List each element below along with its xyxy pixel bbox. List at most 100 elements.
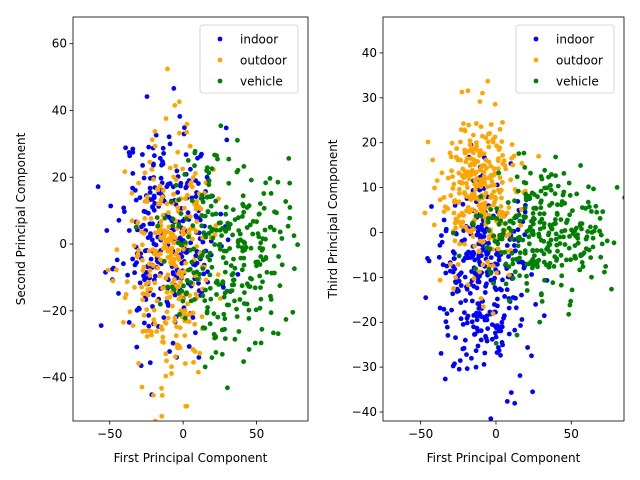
scatter-point-vehicle (586, 184, 591, 190)
scatter-point-vehicle (205, 305, 211, 310)
scatter-point-indoor (500, 342, 505, 348)
scatter-point-outdoor (213, 223, 219, 229)
scatter-point-vehicle (509, 236, 515, 242)
scatter-point-indoor (447, 268, 453, 274)
scatter-point-vehicle (230, 277, 236, 283)
scatter-point-vehicle (509, 250, 515, 256)
scatter-point-indoor (150, 304, 155, 309)
scatter-point-outdoor (162, 319, 168, 325)
scatter-point-indoor (461, 228, 467, 234)
scatter-point-vehicle (494, 206, 500, 212)
scatter-point-outdoor (153, 248, 159, 254)
x-tick-label: 0 (179, 427, 187, 441)
scatter-point-vehicle (190, 223, 196, 229)
scatter-point-vehicle (195, 277, 200, 282)
scatter-point-outdoor (144, 423, 149, 428)
scatter-point-vehicle (250, 231, 256, 237)
scatter-point-indoor (152, 153, 157, 159)
scatter-point-outdoor (453, 275, 458, 280)
scatter-point-outdoor (465, 205, 471, 210)
scatter-point-outdoor (154, 298, 160, 304)
scatter-point-outdoor (156, 201, 161, 207)
scatter-point-vehicle (184, 278, 190, 283)
y-tick-label: 40 (362, 46, 377, 60)
scatter-point-outdoor (152, 418, 158, 421)
scatter-point-vehicle (604, 238, 610, 244)
scatter-point-vehicle (258, 201, 263, 207)
scatter-point-outdoor (176, 296, 182, 302)
scatter-point-vehicle (588, 224, 593, 230)
scatter-point-vehicle (176, 290, 182, 296)
scatter-point-outdoor (129, 218, 135, 224)
scatter-point-vehicle (450, 230, 456, 236)
legend-label-indoor: indoor (556, 33, 594, 47)
scatter-point-vehicle (158, 301, 163, 307)
scatter-point-outdoor (140, 257, 145, 263)
scatter-point-indoor (426, 258, 432, 264)
legend-box (515, 24, 615, 94)
scatter-point-vehicle (260, 246, 266, 252)
scatter-point-vehicle (524, 281, 530, 286)
scatter-point-outdoor (477, 99, 483, 104)
scatter-point-vehicle (178, 211, 184, 217)
scatter-point-vehicle (614, 185, 620, 190)
scatter-point-indoor (148, 233, 153, 239)
scatter-point-vehicle (248, 245, 254, 251)
scatter-point-vehicle (209, 264, 215, 270)
scatter-point-indoor (188, 166, 193, 172)
scatter-point-vehicle (585, 199, 591, 205)
scatter-point-indoor (495, 262, 500, 267)
scatter-point-indoor (476, 306, 482, 311)
scatter-point-outdoor (459, 89, 465, 95)
scatter-point-vehicle (550, 280, 556, 286)
scatter-point-outdoor (161, 232, 167, 238)
scatter-point-vehicle (226, 226, 232, 231)
scatter-point-indoor (153, 242, 159, 248)
scatter-point-outdoor (187, 227, 193, 232)
scatter-point-vehicle (201, 230, 207, 236)
scatter-point-vehicle (235, 239, 241, 245)
scatter-point-vehicle (560, 192, 566, 198)
scatter-point-indoor (104, 228, 110, 233)
scatter-point-outdoor (147, 273, 153, 278)
scatter-point-outdoor (184, 129, 190, 135)
y-tick-label: 10 (362, 181, 377, 195)
scatter-point-outdoor (460, 166, 466, 172)
scatter-point-vehicle (213, 350, 219, 355)
scatter-point-indoor (183, 152, 189, 158)
scatter-point-outdoor (459, 224, 464, 229)
scatter-point-outdoor (486, 175, 492, 181)
scatter-point-outdoor (453, 216, 459, 222)
scatter-point-outdoor (506, 205, 512, 211)
scatter-point-outdoor (141, 264, 147, 270)
scatter-point-vehicle (516, 212, 522, 218)
scatter-point-vehicle (269, 270, 275, 276)
scatter-point-vehicle (538, 248, 544, 254)
scatter-point-vehicle (287, 205, 293, 210)
scatter-point-outdoor (490, 311, 496, 316)
scatter-point-indoor (121, 205, 127, 211)
scatter-point-vehicle (222, 290, 228, 296)
scatter-point-indoor (520, 260, 525, 265)
scatter-point-vehicle (218, 220, 223, 226)
scatter-point-outdoor (182, 361, 188, 366)
legend-box (199, 24, 299, 94)
scatter-point-vehicle (493, 340, 499, 346)
scatter-point-vehicle (198, 195, 204, 201)
scatter-point-vehicle (260, 236, 266, 242)
scatter-point-indoor (496, 328, 502, 334)
scatter-point-indoor (150, 204, 156, 210)
legend-marker-outdoor (217, 57, 223, 63)
scatter-point-outdoor (215, 272, 221, 278)
scatter-point-indoor (147, 190, 153, 195)
scatter-point-vehicle (214, 292, 219, 297)
scatter-point-vehicle (230, 232, 236, 238)
scatter-point-indoor (461, 258, 466, 263)
scatter-point-outdoor (451, 181, 457, 187)
scatter-point-indoor (149, 237, 155, 243)
scatter-point-vehicle (192, 163, 197, 169)
scatter-point-vehicle (535, 264, 540, 270)
scatter-point-vehicle (199, 223, 205, 229)
scatter-point-vehicle (546, 264, 552, 270)
scatter-point-vehicle (217, 227, 223, 233)
